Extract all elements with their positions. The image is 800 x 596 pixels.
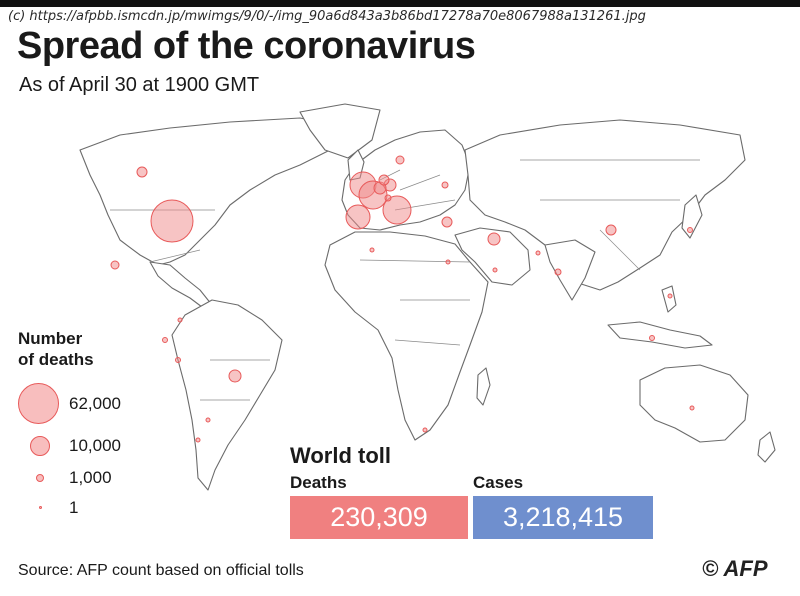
bubble-usa (150, 199, 194, 243)
bubble-china (605, 224, 617, 236)
bubble-italy (382, 195, 412, 225)
bubble-peru (175, 357, 181, 363)
land-greenland (299, 103, 381, 159)
deaths-value: 230,309 (330, 502, 428, 532)
bubble-netherlands (378, 174, 390, 186)
land-india (544, 239, 596, 301)
bubble-pakistan (535, 250, 541, 256)
land-philippines (661, 285, 677, 313)
legend-label-tiny: 1 (69, 498, 79, 517)
bubble-saudi (492, 267, 498, 273)
bubble-iran (487, 232, 501, 246)
land-central-america (149, 261, 213, 311)
legend-label-large: 62,000 (69, 394, 121, 413)
deaths-label: Deaths (290, 473, 347, 492)
legend-circle-large (18, 383, 59, 424)
land-africa (324, 231, 489, 441)
bubble-philippines (667, 293, 673, 299)
legend-circle-small (36, 474, 44, 482)
land-indonesia (607, 321, 713, 349)
bubble-ecuador (162, 337, 168, 343)
bubble-argentina (205, 417, 211, 423)
source-note: Source: AFP count based on official toll… (18, 562, 304, 579)
land-arabia (454, 227, 531, 286)
land-australia (639, 364, 749, 443)
bubble-australia (689, 405, 695, 411)
bubble-india (554, 268, 562, 276)
top-bar (0, 0, 800, 7)
bubble-mexico (110, 260, 120, 270)
world-map (79, 103, 776, 491)
legend-label-medium: 10,000 (69, 436, 121, 455)
bubble-chile (195, 437, 201, 443)
cases-label: Cases (473, 473, 524, 492)
cases-value: 3,218,415 (502, 502, 624, 532)
bubble-southafrica (422, 427, 428, 433)
legend-circle-tiny (39, 506, 42, 509)
bubble-switzerland (384, 194, 392, 202)
bubble-indonesia (649, 335, 655, 341)
bubble-japan (687, 227, 693, 233)
bubble-brazil (228, 369, 242, 383)
bubble-spain (345, 204, 371, 230)
land-south-america (171, 299, 283, 491)
land-japan (681, 194, 703, 239)
bubble-russia (441, 181, 449, 189)
bubble-colombia (177, 317, 183, 323)
legend-circle-medium (30, 436, 50, 456)
legend-label-small: 1,000 (69, 468, 112, 487)
land-madagascar (476, 367, 491, 406)
land-north-america (79, 117, 336, 266)
afp-logo: © AFP (702, 556, 768, 581)
legend-title: Number of deaths (18, 328, 138, 370)
watermark-text: (c) https://afpbb.ismcdn.jp/mwimgs/9/0/-… (8, 9, 646, 24)
legend-title-line2: of deaths (18, 350, 94, 369)
bubble-turkey (441, 216, 453, 228)
land-new-zealand (757, 431, 776, 463)
legend-title-line1: Number (18, 329, 83, 348)
map-subtitle: As of April 30 at 1900 GMT (19, 74, 260, 96)
map-title: Spread of the coronavirus (17, 25, 476, 67)
world-toll-title: World toll (290, 443, 392, 468)
deaths-value-box: 230,309 (290, 496, 468, 539)
bubble-algeria (369, 247, 375, 253)
bubble-sweden (395, 155, 405, 165)
bubble-canada (136, 166, 148, 178)
death-bubbles (110, 155, 695, 443)
bubble-egypt (445, 259, 451, 265)
land-asia (464, 119, 746, 291)
cases-value-box: 3,218,415 (473, 496, 653, 539)
